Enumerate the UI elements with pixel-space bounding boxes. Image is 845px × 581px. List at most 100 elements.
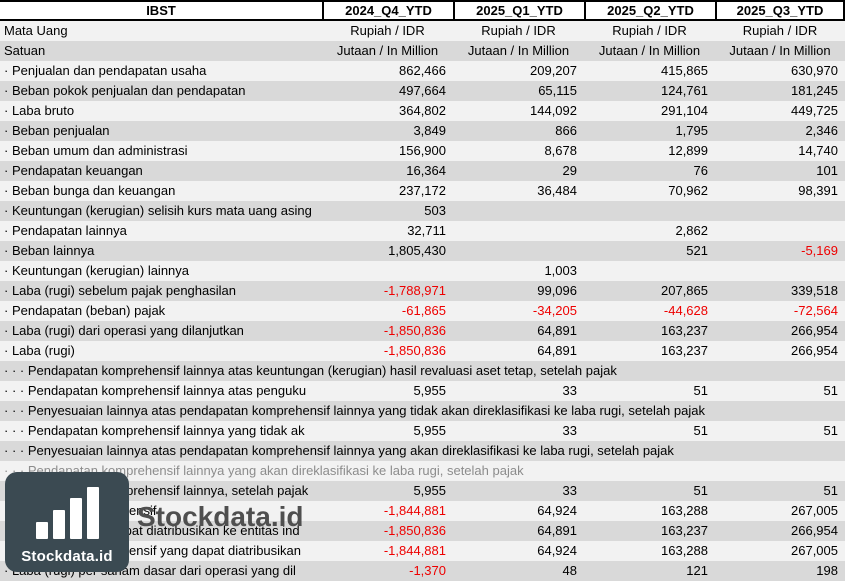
table-row: · Laba (rugi) dari operasi yang dilanjut… bbox=[0, 321, 845, 341]
cell-value: 33 bbox=[562, 423, 577, 438]
cell-value: 2,346 bbox=[805, 123, 838, 138]
table-row: · Laba (rugi) yang dapat diatribusikan k… bbox=[0, 521, 845, 541]
cell-value: Jutaan / In Million bbox=[336, 43, 439, 58]
cell-value: 163,288 bbox=[661, 543, 708, 558]
cell-value: 866 bbox=[555, 123, 577, 138]
cell-value: 163,288 bbox=[661, 503, 708, 518]
table-header-cell: 2024_Q4_YTD bbox=[322, 2, 453, 19]
row-label: · Pendapatan lainnya bbox=[4, 223, 127, 238]
cell-value: 156,900 bbox=[399, 143, 446, 158]
table-row: · Keuntungan (kerugian) selisih kurs mat… bbox=[0, 201, 845, 221]
table-row: · · · Pendapatan komprehensif lainnya at… bbox=[0, 381, 845, 401]
cell-value bbox=[715, 261, 845, 281]
cell-value: Rupiah / IDR bbox=[612, 23, 687, 38]
cell-value: -1,370 bbox=[409, 563, 446, 578]
brand-logo: Stockdata.id bbox=[5, 472, 129, 572]
cell-value: 163,237 bbox=[661, 323, 708, 338]
row-label: · · · Penyesuaian lainnya atas pendapata… bbox=[4, 403, 705, 418]
cell-value: 862,466 bbox=[399, 63, 446, 78]
cell-value: 237,172 bbox=[399, 183, 446, 198]
table-row: · Beban bunga dan keuangan 237,172 36,484 7… bbox=[0, 181, 845, 201]
cell-value: 415,865 bbox=[661, 63, 708, 78]
table-row: · Laba (rugi) sebelum pajak penghasilan -… bbox=[0, 281, 845, 301]
table-header-cell: 2025_Q1_YTD bbox=[453, 2, 584, 19]
cell-value: 98,391 bbox=[798, 183, 838, 198]
row-label: · Beban umum dan administrasi bbox=[4, 143, 188, 158]
cell-value: -1,850,836 bbox=[383, 523, 446, 538]
table-row: Mata Uang Rupiah / IDR Rupiah / IDR Rupiah … bbox=[0, 21, 845, 41]
cell-value: -61,865 bbox=[401, 303, 446, 318]
row-label: · Keuntungan (kerugian) selisih kurs mat… bbox=[4, 203, 312, 218]
table-row: · Pendapatan lainnya 32,711 2,862 bbox=[0, 221, 845, 241]
cell-value: 207,865 bbox=[661, 283, 708, 298]
cell-value: Jutaan / In Million bbox=[467, 43, 570, 58]
row-label: · · · Pendapatan komprehensif lainnya ya… bbox=[4, 463, 524, 478]
table-row: · · · Penyesuaian lainnya atas pendapata… bbox=[0, 441, 845, 461]
table-row: · Beban pokok penjualan dan pendapatan 49… bbox=[0, 81, 845, 101]
table-row: · Pendapatan (beban) pajak -61,865 -34,205… bbox=[0, 301, 845, 321]
table-row: · Penjualan dan pendapatan usaha 862,466 2… bbox=[0, 61, 845, 81]
cell-value: 99,096 bbox=[537, 283, 577, 298]
cell-value: -44,628 bbox=[663, 303, 708, 318]
cell-value bbox=[584, 201, 715, 221]
brand-logo-text: Stockdata.id bbox=[21, 548, 113, 565]
cell-value: 630,970 bbox=[791, 63, 838, 78]
cell-value: -5,169 bbox=[801, 243, 838, 258]
bar-chart-icon bbox=[35, 487, 99, 539]
row-label: Satuan bbox=[4, 43, 46, 58]
cell-value: 64,924 bbox=[537, 503, 577, 518]
table-row: · Beban umum dan administrasi 156,900 8,67… bbox=[0, 141, 845, 161]
row-label: · · · Penyesuaian lainnya atas pendapata… bbox=[4, 443, 674, 458]
cell-value: Jutaan / In Million bbox=[598, 43, 701, 58]
cell-value: 449,725 bbox=[791, 103, 838, 118]
row-label: Mata Uang bbox=[4, 23, 68, 38]
table-row: · · · Pendapatan komprehensif lainnya at… bbox=[0, 361, 845, 381]
cell-value: -1,844,881 bbox=[383, 503, 446, 518]
cell-value: 209,207 bbox=[530, 63, 577, 78]
cell-value: 5,955 bbox=[413, 383, 446, 398]
table-row: · Laba bruto 364,802 144,092 291,104 449,725 bbox=[0, 101, 845, 121]
row-label: · Laba (rugi) dari operasi yang dilanjut… bbox=[4, 323, 244, 338]
cell-value: 266,954 bbox=[791, 323, 838, 338]
table-row: · Keuntungan (kerugian) lainnya 1,003 bbox=[0, 261, 845, 281]
cell-value: 497,664 bbox=[399, 83, 446, 98]
cell-value: 5,955 bbox=[413, 423, 446, 438]
table-row: · Laba (rugi) -1,850,836 64,891 163,237 266,… bbox=[0, 341, 845, 361]
cell-value bbox=[453, 221, 584, 241]
cell-value: 36,484 bbox=[537, 183, 577, 198]
cell-value: Rupiah / IDR bbox=[481, 23, 556, 38]
brand-watermark-text: Stockdata.id bbox=[137, 501, 304, 532]
row-label: · Pendapatan (beban) pajak bbox=[4, 303, 166, 318]
row-label: · · · Pendapatan komprehensif lainnya ya… bbox=[4, 423, 305, 438]
cell-value: 51 bbox=[823, 423, 838, 438]
cell-value: 76 bbox=[693, 163, 708, 178]
cell-value: 33 bbox=[562, 483, 577, 498]
cell-value: 70,962 bbox=[668, 183, 708, 198]
cell-value: 198 bbox=[816, 563, 838, 578]
row-label: · Laba (rugi) bbox=[4, 343, 75, 358]
cell-value bbox=[715, 221, 845, 241]
table-row: Satuan Jutaan / In Million Jutaan / In Mil… bbox=[0, 41, 845, 61]
cell-value: 267,005 bbox=[791, 503, 838, 518]
table-header-row: IBST 2024_Q4_YTD 2025_Q1_YTD 2025_Q2_YTD… bbox=[0, 0, 845, 21]
cell-value: 32,711 bbox=[407, 223, 446, 238]
cell-value: 291,104 bbox=[661, 103, 708, 118]
cell-value bbox=[453, 201, 584, 221]
table-header-cell: 2025_Q2_YTD bbox=[584, 2, 715, 19]
cell-value: 181,245 bbox=[791, 83, 838, 98]
row-label: · Pendapatan keuangan bbox=[4, 163, 143, 178]
table-row: · Laba (rugi) komprehensif-1,844,88164,9… bbox=[0, 501, 845, 521]
cell-value: 124,761 bbox=[661, 83, 708, 98]
cell-value bbox=[453, 241, 584, 261]
cell-value: 16,364 bbox=[406, 163, 446, 178]
cell-value: Rupiah / IDR bbox=[350, 23, 425, 38]
cell-value: 65,115 bbox=[538, 83, 577, 98]
table-row: · Laba (rugi) per saham dasar dari opera… bbox=[0, 561, 845, 581]
cell-value: 33 bbox=[562, 383, 577, 398]
cell-value: 64,891 bbox=[537, 523, 577, 538]
row-label: · Beban pokok penjualan dan pendapatan bbox=[4, 83, 246, 98]
cell-value: 64,891 bbox=[537, 323, 577, 338]
cell-value: 521 bbox=[686, 243, 708, 258]
cell-value: -72,564 bbox=[793, 303, 838, 318]
